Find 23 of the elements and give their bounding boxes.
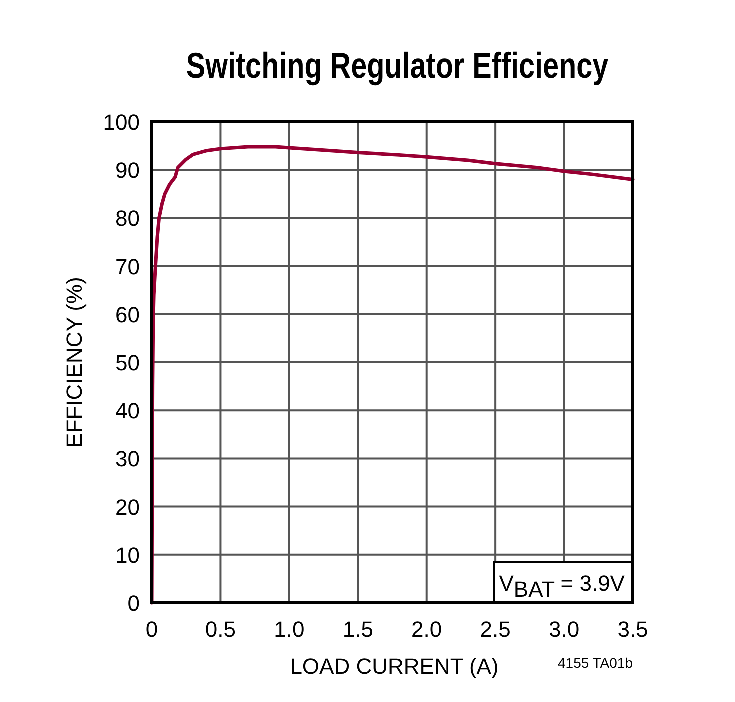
y-tick-label: 100 <box>103 110 140 135</box>
x-tick-label: 0.5 <box>205 617 236 642</box>
y-tick-label: 80 <box>116 206 140 232</box>
x-axis-title: LOAD CURRENT (A) <box>290 654 499 679</box>
text: 4155 TA01b <box>558 655 634 671</box>
y-tick-label: 40 <box>116 398 140 424</box>
x-tick-label: 2.0 <box>412 617 442 642</box>
y-tick-label: 30 <box>116 446 140 472</box>
x-tick-label: 0 <box>146 617 158 642</box>
chart-title: Switching Regulator Efficiency <box>186 44 609 86</box>
y-tick-label: 0 <box>128 591 140 616</box>
x-tick-label: 1.5 <box>342 617 374 642</box>
y-tick-label: 50 <box>116 350 140 376</box>
y-tick-label: 70 <box>116 254 140 280</box>
y-tick-label: 20 <box>116 494 140 520</box>
y-tick-label: 90 <box>116 158 140 184</box>
x-tick-label: 3.0 <box>548 617 580 642</box>
y-tick-label: 10 <box>116 542 140 568</box>
y-axis-title: EFFICIENCY (%) <box>62 277 87 448</box>
x-tick-label: 1.0 <box>274 617 305 642</box>
x-tick-label: 3.5 <box>618 617 648 642</box>
y-tick-label: 60 <box>116 302 140 328</box>
x-tick-label: 2.5 <box>480 617 511 642</box>
